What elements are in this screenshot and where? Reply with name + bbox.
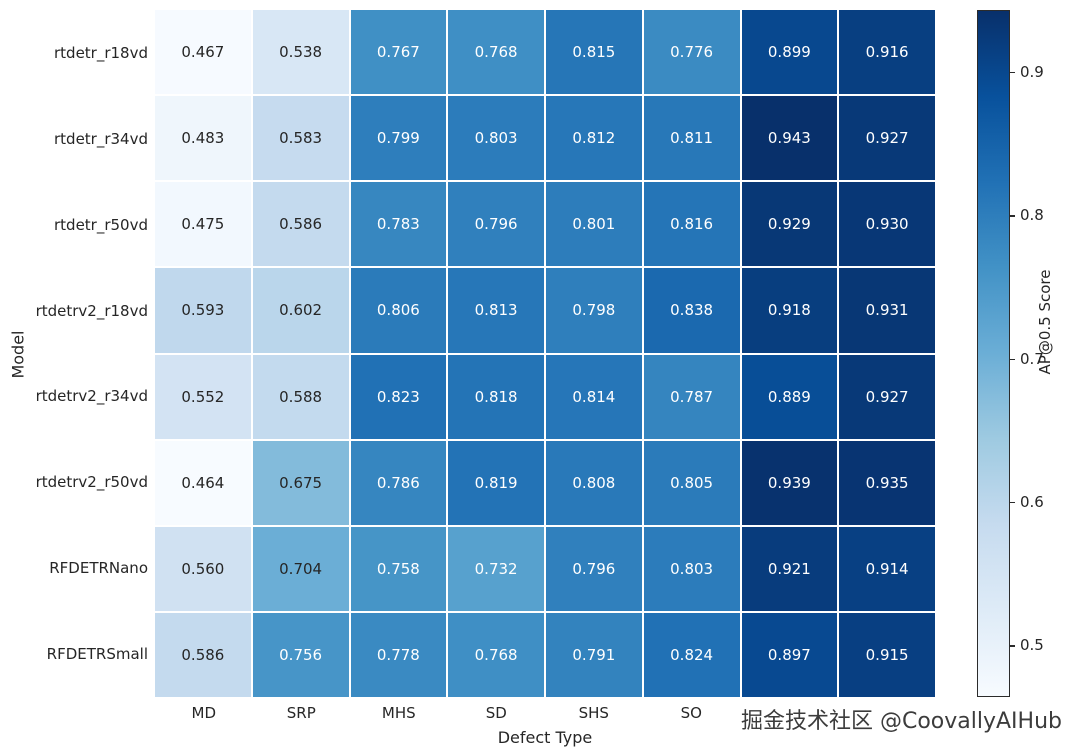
x-tick-label: SHS [578, 704, 609, 722]
heatmap-cell: 0.799 [350, 96, 447, 181]
x-axis-labels: MD SRP MHS SD SHS SO [155, 704, 935, 726]
heatmap-cell: 0.464 [155, 440, 251, 525]
heatmap-cell: 0.927 [839, 354, 935, 439]
heatmap-cell: 0.778 [350, 612, 447, 697]
colorbar-tick-label: 0.7 [1020, 349, 1044, 368]
heatmap-cell: 0.889 [741, 354, 838, 439]
heatmap-cell: 0.818 [448, 354, 544, 439]
watermark: 掘金技术社区 @CoovallyAIHub [740, 709, 1062, 734]
heatmap-cell: 0.921 [741, 526, 838, 611]
colorbar-tick-mark [1010, 215, 1015, 217]
y-tick-label: rtdetr_r34vd [54, 129, 148, 148]
colorbar-tick-mark [1010, 71, 1015, 74]
x-tick-label: SRP [286, 704, 316, 722]
heatmap-cell: 0.811 [643, 96, 740, 181]
heatmap-cell: 0.838 [643, 268, 740, 353]
heatmap-cell: 0.787 [643, 354, 740, 439]
colorbar-tick-mark [1010, 358, 1015, 361]
heatmap-cell: 0.552 [155, 354, 251, 439]
y-tick-label: rtdetrv2_r18vd [35, 301, 148, 320]
heatmap-cell: 0.808 [546, 440, 642, 525]
heatmap-grid: 0.467 0.538 0.767 0.768 0.815 0.776 0.899 0.916… [155, 10, 935, 697]
heatmap-cell: 0.796 [448, 182, 544, 267]
heatmap-cell: 0.475 [155, 182, 251, 267]
heatmap-cell: 0.814 [546, 354, 642, 439]
heatmap-cell: 0.897 [741, 612, 838, 697]
heatmap-cell: 0.803 [448, 96, 544, 181]
heatmap-cell: 0.783 [350, 182, 447, 267]
heatmap-cell: 0.791 [546, 612, 642, 697]
heatmap-cell: 0.815 [546, 10, 642, 95]
heatmap-cell: 0.943 [741, 96, 838, 181]
heatmap-cell: 0.812 [546, 96, 642, 181]
heatmap-cell: 0.768 [448, 612, 544, 697]
colorbar-tick-mark [1010, 501, 1015, 504]
heatmap-cell: 0.602 [252, 268, 349, 353]
heatmap-cell: 0.803 [643, 526, 740, 611]
heatmap-cell: 0.756 [252, 612, 349, 697]
colorbar-tick-mark [1010, 645, 1015, 647]
heatmap-cell: 0.538 [252, 10, 349, 95]
y-tick-label: rtdetrv2_r50vd [35, 473, 148, 492]
heatmap-cell: 0.816 [643, 182, 740, 267]
heatmap-cell: 0.758 [350, 526, 447, 611]
heatmap-cell: 0.586 [252, 182, 349, 267]
heatmap-cell: 0.927 [839, 96, 935, 181]
y-tick-label: RFDETRNano [49, 559, 148, 578]
heatmap-cell: 0.798 [546, 268, 642, 353]
colorbar-gradient [977, 10, 1010, 697]
heatmap-cell: 0.939 [741, 440, 838, 525]
colorbar-ticks: 0.5 0.6 0.7 0.8 0.9 [1010, 10, 1072, 697]
colorbar-tick-label: 0.9 [1020, 62, 1044, 81]
heatmap-cell: 0.483 [155, 96, 251, 181]
y-tick-label: RFDETRSmall [46, 645, 148, 664]
heatmap-cell: 0.819 [448, 440, 544, 525]
heatmap-cell: 0.915 [839, 612, 935, 697]
x-axis-title: Defect Type [497, 728, 593, 747]
heatmap-cell: 0.767 [350, 10, 447, 95]
heatmap-cell: 0.768 [448, 10, 544, 95]
heatmap-cell: 0.899 [741, 10, 838, 95]
heatmap-cell: 0.918 [741, 268, 838, 353]
heatmap-cell: 0.786 [350, 440, 447, 525]
heatmap-cell: 0.675 [252, 440, 349, 525]
heatmap-cell: 0.776 [643, 10, 740, 95]
heatmap-cell: 0.801 [546, 182, 642, 267]
y-axis-title: Model [8, 330, 28, 379]
y-tick-label: rtdetrv2_r34vd [35, 387, 148, 406]
heatmap-cell: 0.588 [252, 354, 349, 439]
heatmap-cell: 0.593 [155, 268, 251, 353]
heatmap-cell: 0.929 [741, 182, 838, 267]
heatmap-cell: 0.796 [546, 526, 642, 611]
colorbar-tick-label: 0.5 [1020, 636, 1044, 655]
heatmap-cell: 0.823 [350, 354, 447, 439]
colorbar-tick-label: 0.8 [1020, 206, 1044, 225]
heatmap-cell: 0.806 [350, 268, 447, 353]
x-tick-label: SD [485, 704, 507, 722]
heatmap-cell: 0.931 [839, 268, 935, 353]
x-tick-label: MD [191, 704, 217, 722]
heatmap-cell: 0.935 [839, 440, 935, 525]
heatmap-cell: 0.824 [643, 612, 740, 697]
heatmap-cell: 0.914 [839, 526, 935, 611]
heatmap-cell: 0.732 [448, 526, 544, 611]
heatmap-cell: 0.916 [839, 10, 935, 95]
colorbar-tick-label: 0.6 [1020, 492, 1044, 511]
y-tick-label: rtdetr_r50vd [54, 215, 148, 234]
colorbar-title: AP@0.5 Score [1036, 269, 1054, 375]
heatmap-cell: 0.583 [252, 96, 349, 181]
heatmap-cell: 0.813 [448, 268, 544, 353]
x-tick-label: MHS [381, 704, 416, 722]
y-tick-label: rtdetr_r18vd [54, 43, 148, 62]
heatmap-cell: 0.467 [155, 10, 251, 95]
heatmap-cell: 0.805 [643, 440, 740, 525]
heatmap-cell: 0.930 [839, 182, 935, 267]
x-tick-label: SO [680, 704, 702, 722]
heatmap-cell: 0.586 [155, 612, 251, 697]
heatmap-cell: 0.704 [252, 526, 349, 611]
heatmap-cell: 0.560 [155, 526, 251, 611]
